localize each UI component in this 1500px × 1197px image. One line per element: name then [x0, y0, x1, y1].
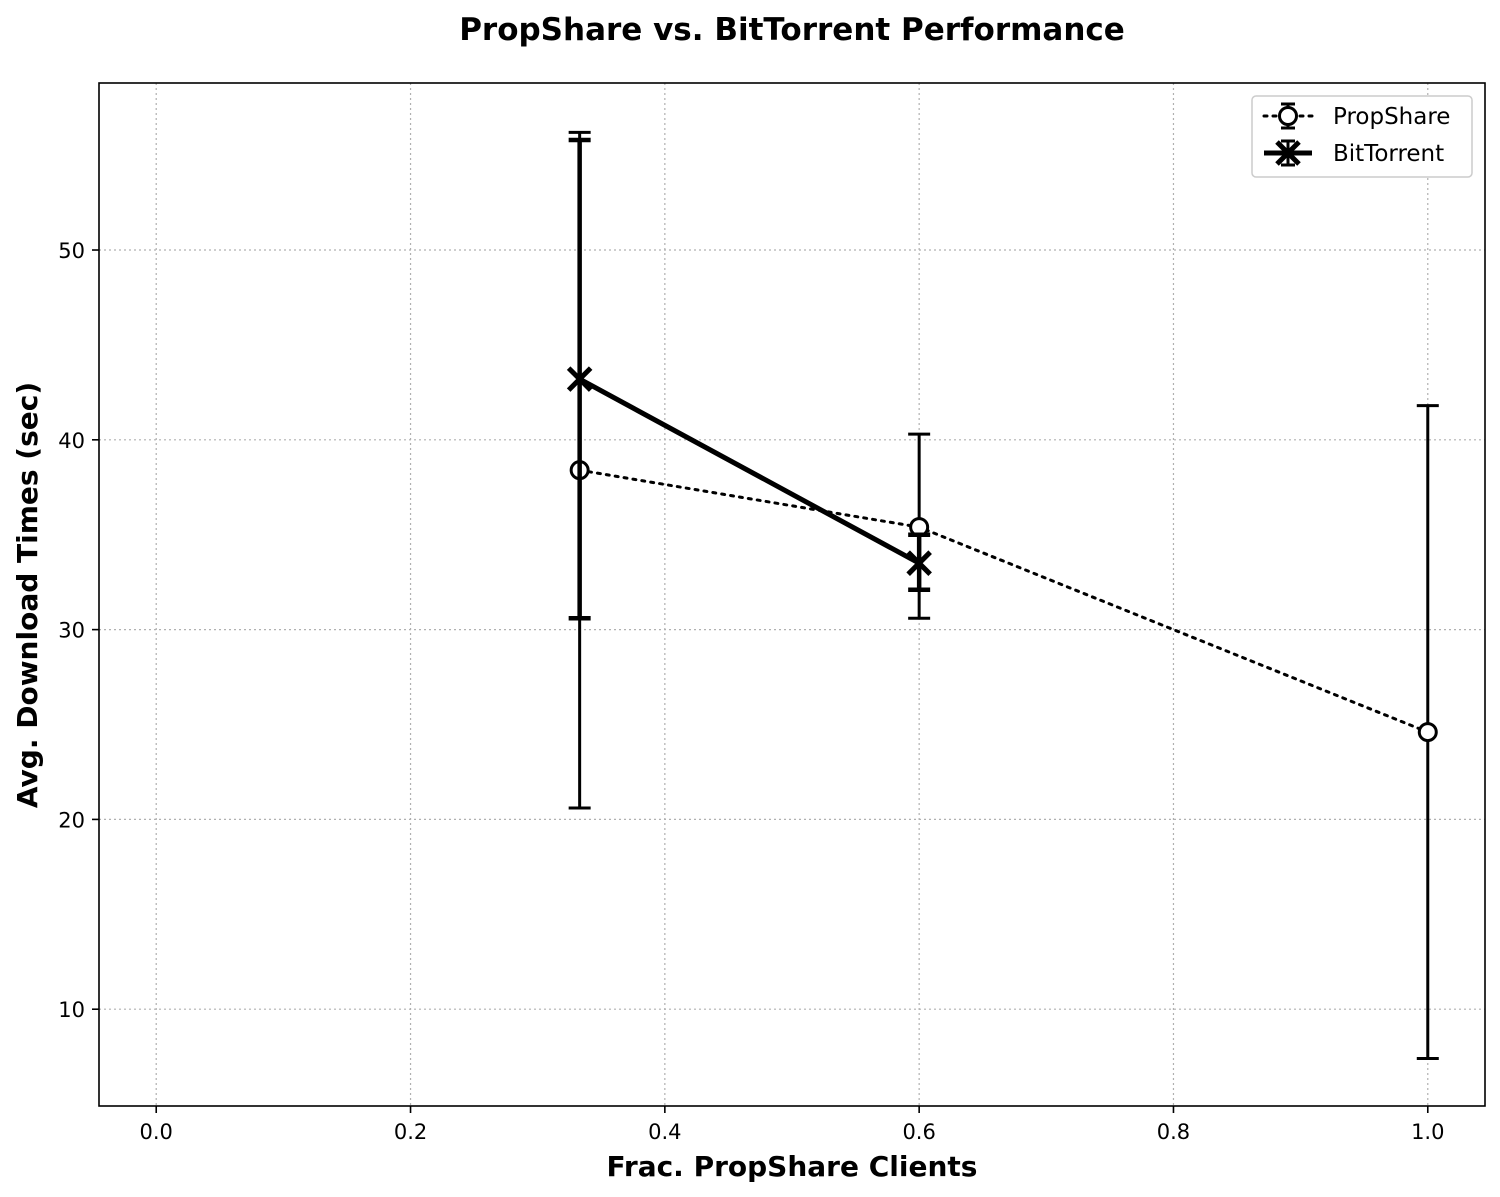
x-tick-label: 0.0 [140, 1120, 173, 1144]
grid [99, 83, 1485, 1106]
legend-marker [1278, 106, 1298, 126]
x-tick-label: 1.0 [1411, 1120, 1444, 1144]
plot-frame [98, 82, 1486, 1107]
series-layer [566, 130, 1439, 1061]
y-tick-label: 40 [58, 429, 85, 453]
y-tick-label: 30 [58, 619, 85, 643]
legend-label-bittorrent: BitTorrent [1333, 141, 1444, 167]
x-tick-label: 0.4 [648, 1120, 681, 1144]
y-tick-label: 20 [58, 808, 85, 832]
y-tick-label: 50 [58, 239, 85, 263]
x-marker-stroke [906, 550, 932, 576]
legend-label-propshare: PropShare [1333, 104, 1450, 130]
y-axis-label: Avg. Download Times (sec) [11, 382, 44, 808]
x-marker-stroke [1275, 140, 1301, 166]
x-axis-ticks: 0.0 0.2 0.4 0.6 0.8 1.0 [140, 1106, 1444, 1144]
legend-sample-bittorrent [1264, 139, 1312, 167]
propshare-line [578, 468, 1430, 734]
series-bittorrent [566, 137, 932, 621]
propshare-point [1417, 722, 1438, 743]
chart-title: PropShare vs. BitTorrent Performance [459, 12, 1125, 48]
x-marker-stroke [566, 366, 593, 392]
legend-sample-propshare [1262, 102, 1314, 130]
x-tick-label: 0.2 [394, 1120, 427, 1144]
legend: PropShare BitTorrent [1251, 95, 1473, 178]
bittorrent-line [578, 376, 921, 566]
bittorrent-point [906, 550, 932, 576]
legend-marker [1275, 140, 1301, 166]
y-tick-label: 10 [58, 998, 85, 1022]
y-axis-ticks: 10 20 30 40 50 [58, 239, 99, 1022]
x-tick-label: 0.6 [902, 1120, 935, 1144]
x-tick-label: 0.8 [1157, 1120, 1190, 1144]
bittorrent-point [566, 366, 593, 392]
x-axis-label: Frac. PropShare Clients [607, 1150, 978, 1183]
legend-frame [1251, 95, 1473, 178]
series-propshare [568, 130, 1439, 1061]
